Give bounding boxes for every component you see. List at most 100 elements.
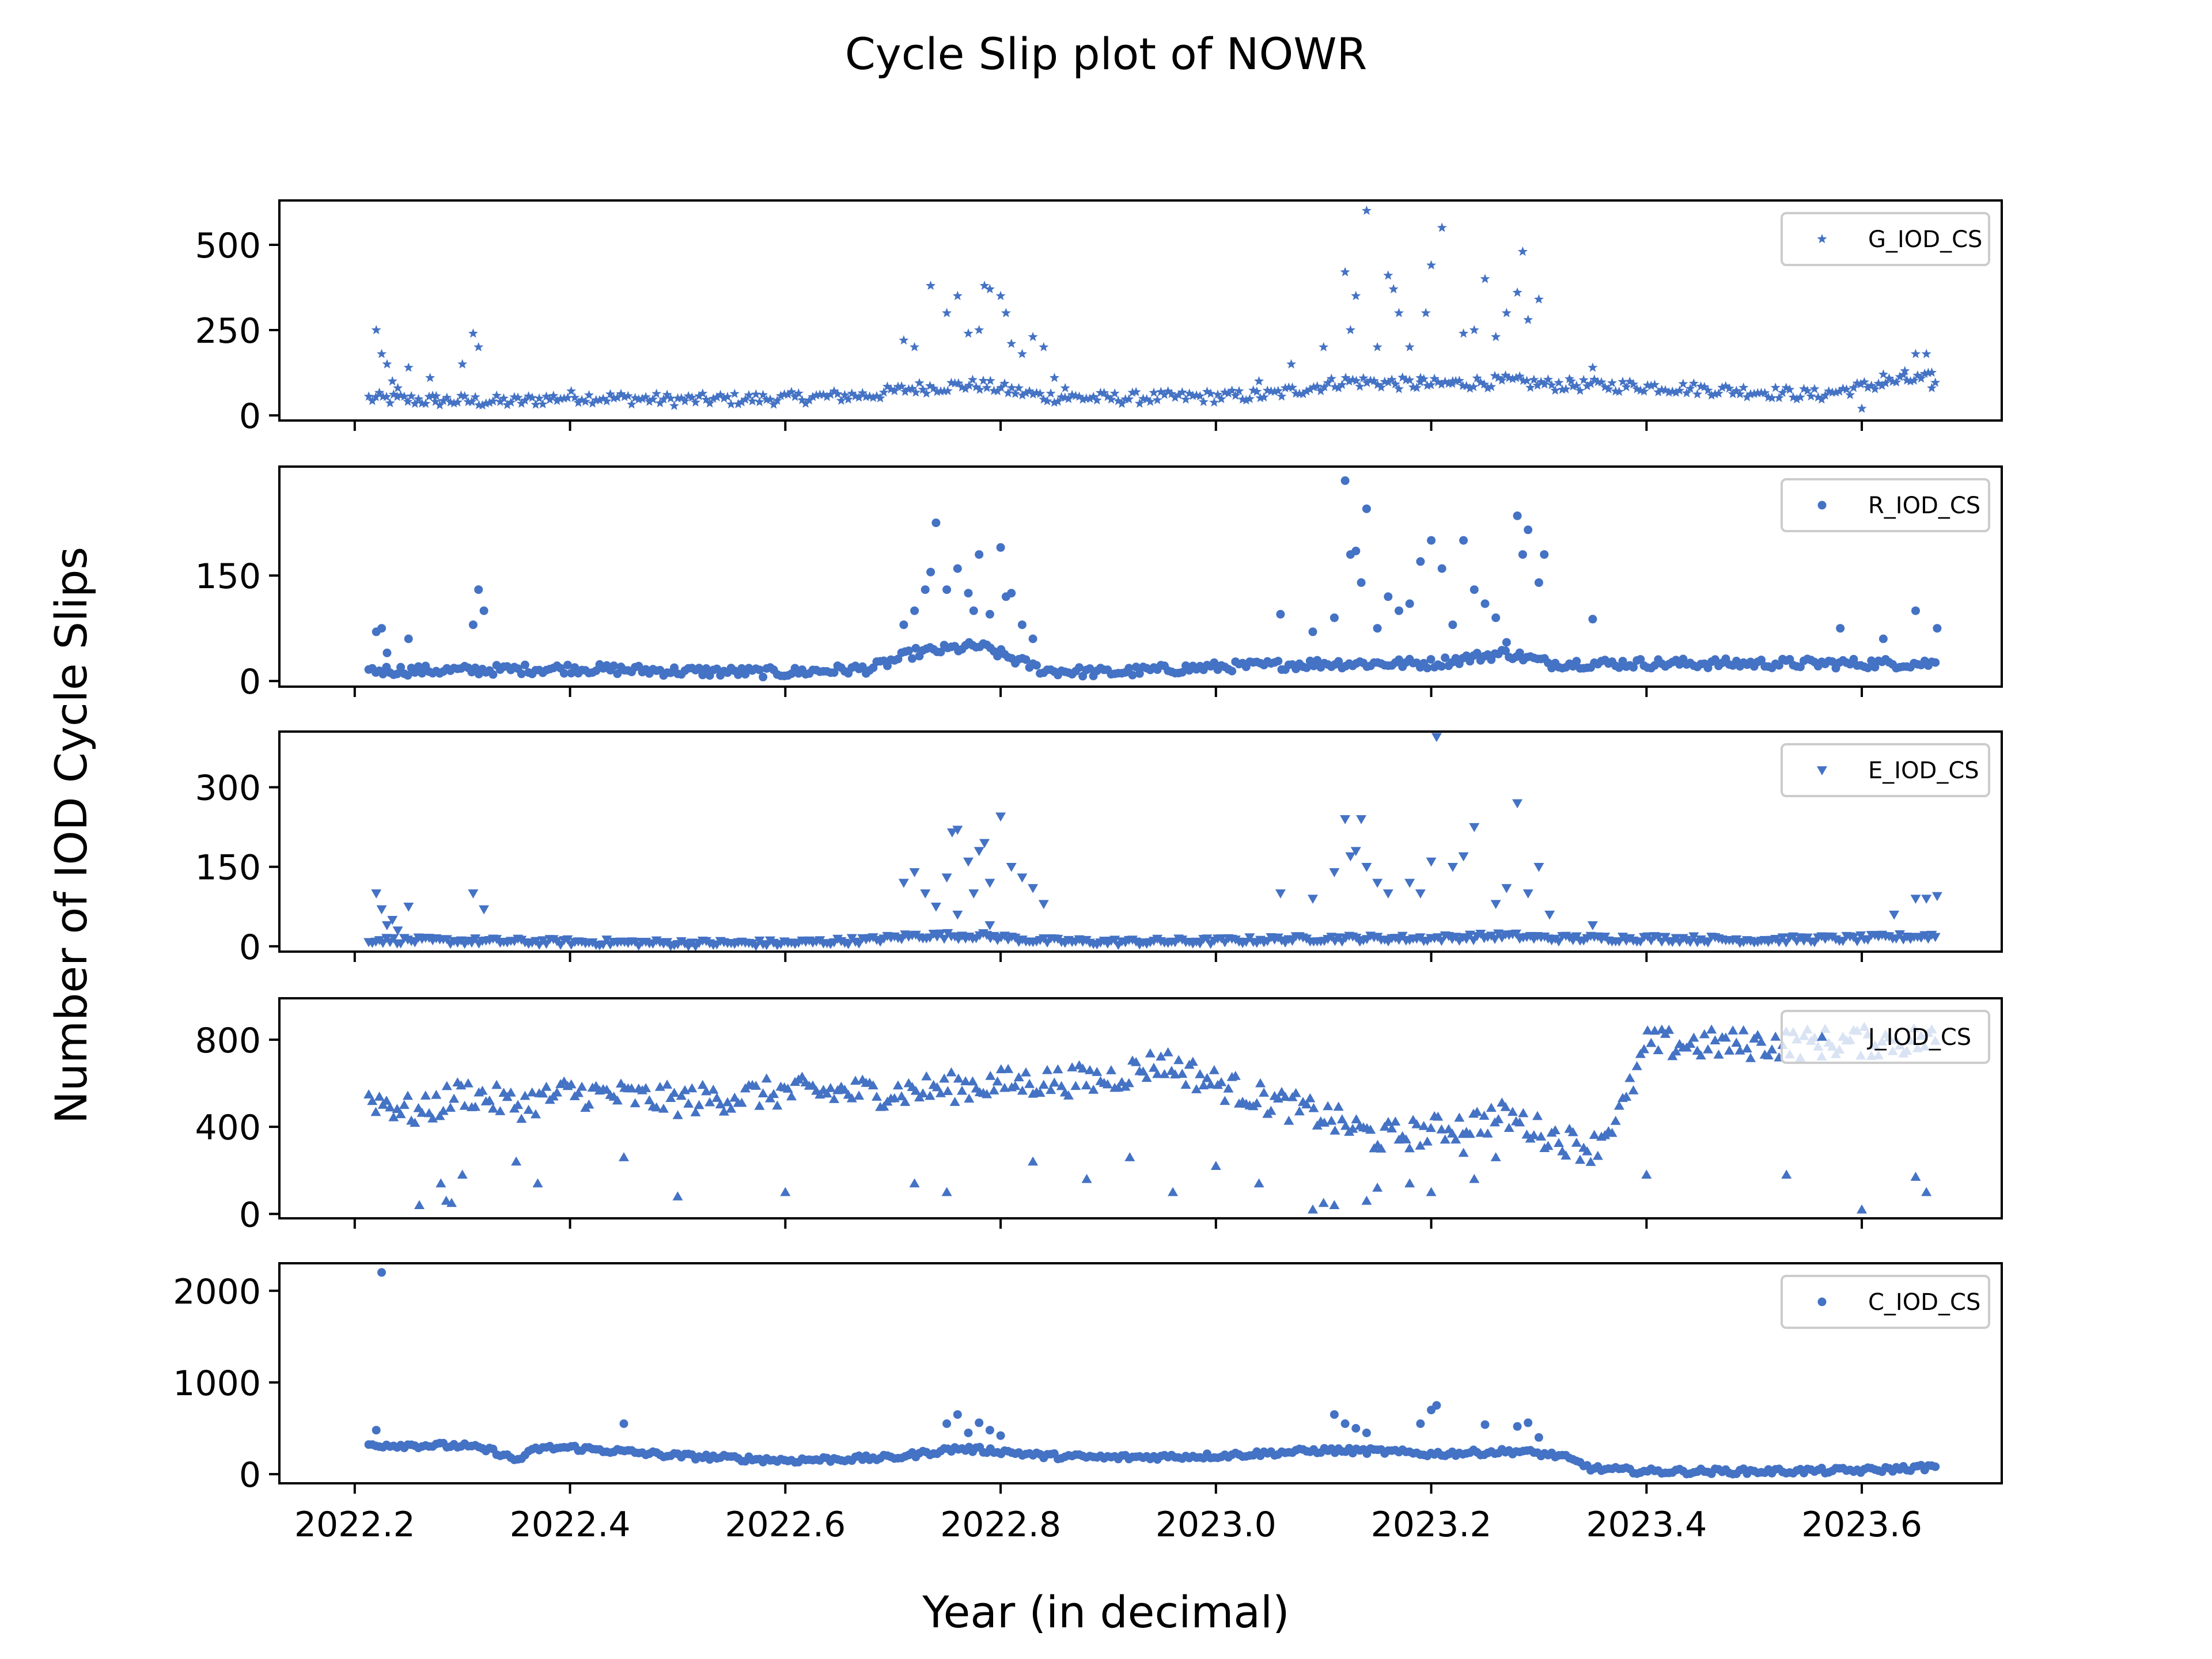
- data-point: [1419, 374, 1429, 384]
- data-point: [683, 391, 694, 400]
- data-point: [551, 1087, 562, 1097]
- data-point: [1589, 1130, 1600, 1139]
- data-point: [893, 381, 903, 391]
- data-point: [392, 391, 402, 402]
- data-point: [830, 668, 839, 677]
- y-tick-label: 250: [195, 311, 261, 351]
- data-point: [1330, 1410, 1339, 1419]
- data-point: [1124, 1152, 1135, 1161]
- data-point: [1724, 383, 1734, 393]
- data-point: [1831, 387, 1841, 397]
- data-point: [652, 388, 662, 398]
- data-point: [1480, 599, 1490, 608]
- data-point: [1845, 389, 1855, 399]
- data-point: [829, 386, 839, 396]
- data-point: [1395, 655, 1403, 664]
- data-point: [929, 383, 939, 393]
- data-point: [1469, 823, 1480, 832]
- data-point: [537, 1088, 548, 1098]
- data-point: [952, 290, 963, 301]
- data-point: [1362, 1429, 1371, 1437]
- data-point: [1070, 1081, 1081, 1090]
- data-point: [1921, 349, 1931, 358]
- data-point: [1447, 1128, 1458, 1138]
- data-point: [1028, 884, 1039, 893]
- data-point: [1152, 1069, 1163, 1078]
- data-point: [1483, 382, 1493, 393]
- data-point: [1345, 852, 1356, 862]
- data-point: [1660, 385, 1671, 395]
- data-point: [1752, 388, 1763, 397]
- data-point: [1491, 331, 1501, 342]
- data-point: [399, 1100, 410, 1109]
- data-point: [1490, 935, 1501, 944]
- data-point: [1688, 932, 1699, 942]
- data-point: [854, 392, 864, 402]
- data-point: [530, 1109, 541, 1119]
- data-point: [1500, 1102, 1511, 1111]
- data-point: [527, 392, 537, 402]
- data-point: [1006, 338, 1017, 348]
- data-point: [1384, 592, 1393, 601]
- data-point: [1388, 284, 1399, 294]
- y-tick-label: 0: [239, 927, 261, 968]
- data-point: [637, 393, 647, 403]
- data-point: [932, 387, 942, 396]
- data-point: [952, 910, 963, 920]
- data-point: [1308, 627, 1317, 637]
- data-point: [520, 660, 529, 669]
- data-point: [1650, 380, 1660, 389]
- data-point: [1287, 382, 1298, 392]
- data-point: [985, 1071, 996, 1080]
- legend-label: J_IOD_CS: [1866, 1024, 1971, 1051]
- data-point: [1301, 386, 1312, 396]
- data-point: [729, 388, 740, 398]
- data-point: [1532, 1111, 1543, 1120]
- legend-box: [1781, 743, 1990, 797]
- data-point: [930, 903, 941, 912]
- data-point: [1703, 1044, 1714, 1054]
- data-point: [1714, 388, 1724, 398]
- data-point: [1931, 1462, 1940, 1471]
- data-point: [477, 400, 487, 410]
- data-point: [1283, 1115, 1294, 1125]
- data-point: [420, 1090, 431, 1100]
- data-point: [1877, 380, 1887, 390]
- data-point: [1052, 396, 1063, 406]
- data-point: [1675, 385, 1685, 395]
- data-point: [619, 392, 630, 402]
- data-point: [1493, 373, 1503, 382]
- data-point: [1017, 349, 1027, 358]
- data-point: [751, 1081, 762, 1090]
- subplot-r-iod-cs: 0 150 R_IOD_CS: [195, 465, 2003, 702]
- data-point: [1618, 376, 1628, 386]
- data-point: [910, 606, 919, 615]
- data-point: [1362, 377, 1372, 387]
- data-point: [926, 281, 936, 290]
- data-point: [1426, 857, 1437, 867]
- data-point: [1134, 398, 1145, 408]
- data-point: [1671, 387, 1681, 397]
- data-point: [495, 396, 505, 406]
- data-point: [1919, 368, 1930, 378]
- data-point: [942, 1419, 952, 1428]
- data-point: [1614, 387, 1624, 396]
- y-tick-label: 0: [239, 662, 261, 702]
- data-point: [1469, 1173, 1480, 1183]
- data-point: [371, 889, 382, 899]
- data-point: [1123, 1078, 1134, 1088]
- data-point: [1554, 937, 1565, 947]
- legend: J_IOD_CS: [1781, 1010, 1990, 1064]
- data-point: [1512, 287, 1522, 297]
- data-point: [370, 392, 381, 402]
- data-point: [1664, 387, 1674, 397]
- data-point: [513, 1100, 524, 1109]
- data-point: [592, 666, 601, 675]
- data-point: [1159, 1069, 1170, 1078]
- data-point: [1895, 372, 1905, 381]
- data-point: [1039, 394, 1049, 404]
- data-point: [470, 392, 480, 402]
- data-point: [562, 935, 573, 945]
- data-point: [1209, 1065, 1219, 1074]
- data-point: [925, 381, 935, 391]
